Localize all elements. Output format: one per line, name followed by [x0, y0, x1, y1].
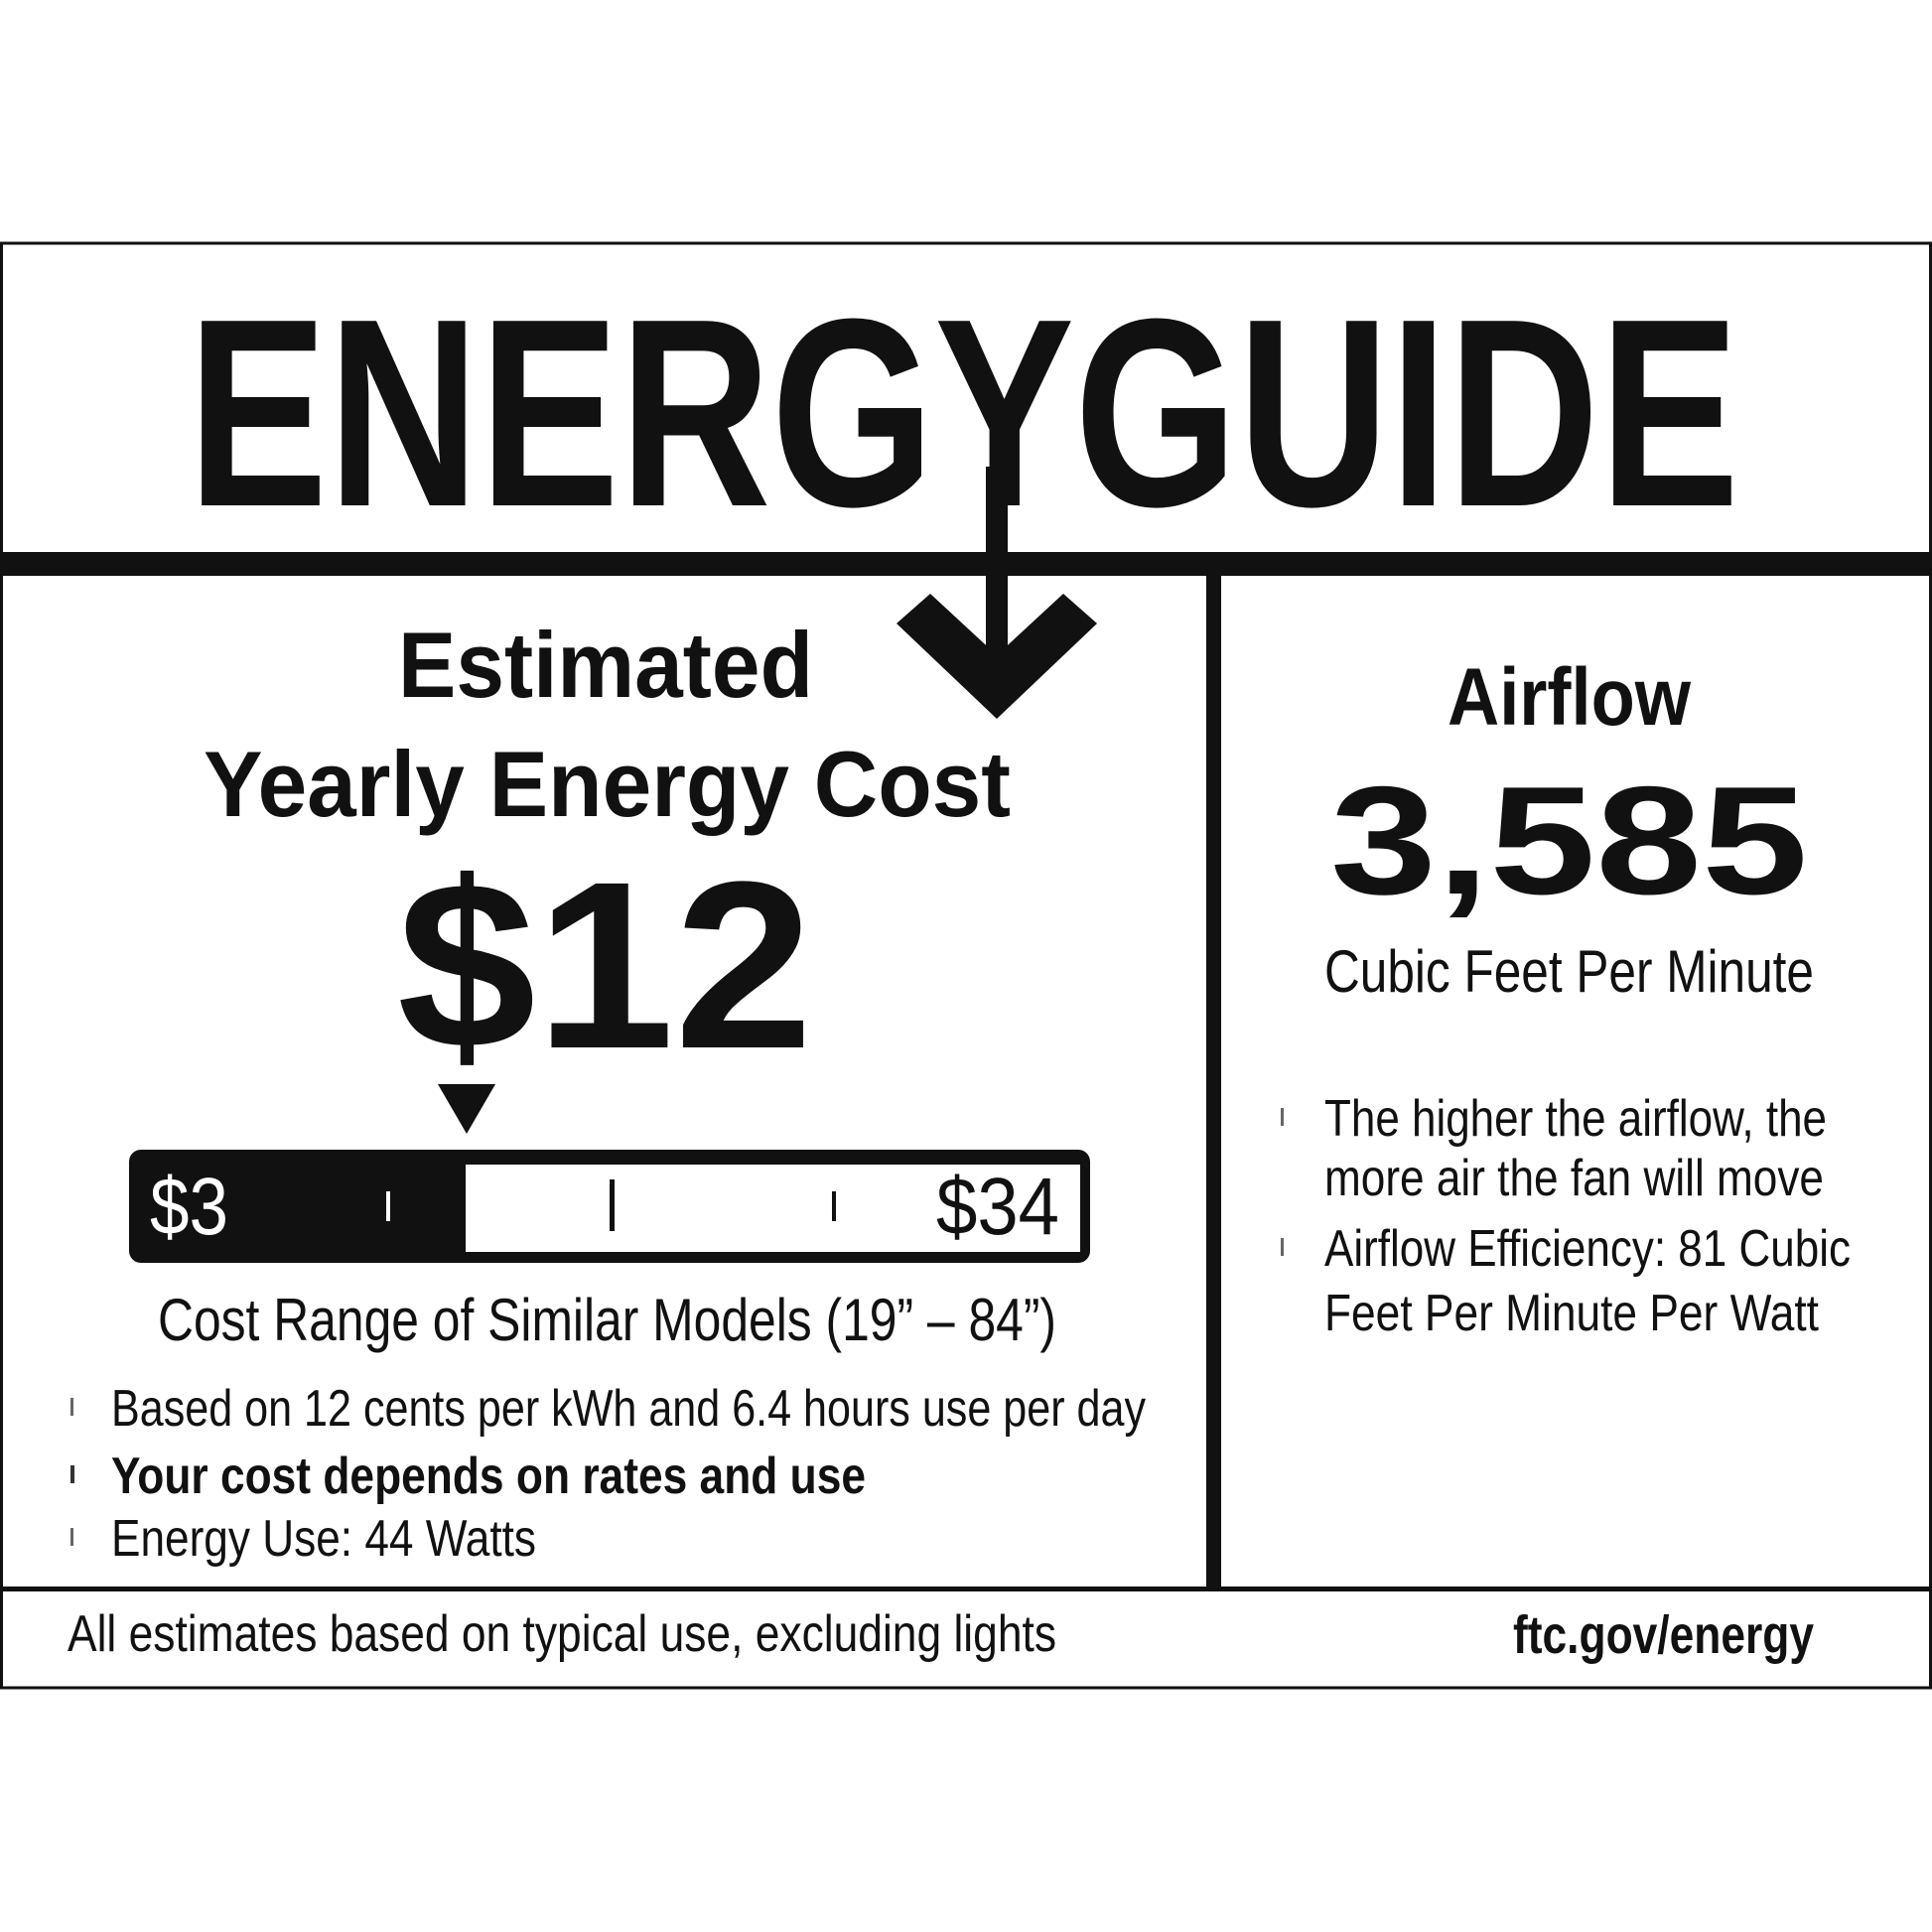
airflow-bullets: The higher the airflow, the more air the…: [1281, 1090, 1851, 1342]
bullet-icon: [70, 1398, 73, 1416]
bullet-text: Feet Per Minute Per Watt: [1324, 1285, 1819, 1342]
bullet-text: Your cost depends on rates and use: [111, 1448, 866, 1505]
bullet-icon: [1281, 1108, 1284, 1126]
range-tick: [832, 1191, 836, 1221]
cost-bullets: Based on 12 cents per kWh and 6.4 hours …: [70, 1380, 1146, 1568]
footer-divider: [0, 1587, 1932, 1591]
bullet-text: Airflow Efficiency: 81 Cubic: [1324, 1220, 1851, 1278]
column-divider: [1206, 576, 1221, 1590]
title: ENERGYGUIDE: [188, 264, 1739, 563]
bullet-text: Energy Use: 44 Watts: [111, 1510, 536, 1568]
bullet-icon: [70, 1528, 73, 1546]
footer-link[interactable]: ftc.gov/energy: [1513, 1605, 1814, 1665]
range-min-label: $3: [150, 1162, 228, 1252]
airflow-unit: Cubic Feet Per Minute: [1324, 938, 1814, 1005]
cost-range-bar-remaining: [466, 1165, 1080, 1252]
bullet-icon: [1281, 1238, 1284, 1256]
cost-heading-line2: Yearly Energy Cost: [204, 732, 1011, 836]
cost-heading-line1: Estimated: [398, 613, 813, 717]
bullet-icon: [70, 1465, 74, 1483]
range-tick: [610, 1179, 615, 1231]
bullet-text: Based on 12 cents per kWh and 6.4 hours …: [111, 1380, 1146, 1438]
footer-note: All estimates based on typical use, excl…: [68, 1605, 1056, 1663]
bullet-text: more air the fan will move: [1324, 1150, 1824, 1207]
range-tick: [386, 1191, 390, 1221]
range-max-label: $34: [936, 1162, 1059, 1252]
arrow-down-icon: [897, 467, 1097, 719]
label-border: [0, 241, 1932, 1690]
cost-marker-icon: [438, 1084, 495, 1134]
airflow-heading: Airflow: [1448, 652, 1691, 743]
range-caption: Cost Range of Similar Models (19” – 84”): [158, 1287, 1056, 1353]
cost-range-bar: $3 $34: [129, 1150, 1090, 1263]
cost-value: $12: [397, 832, 813, 1098]
header-divider: [0, 552, 1932, 576]
airflow-value: 3,585: [1330, 755, 1808, 926]
bullet-text: The higher the airflow, the: [1324, 1090, 1827, 1148]
